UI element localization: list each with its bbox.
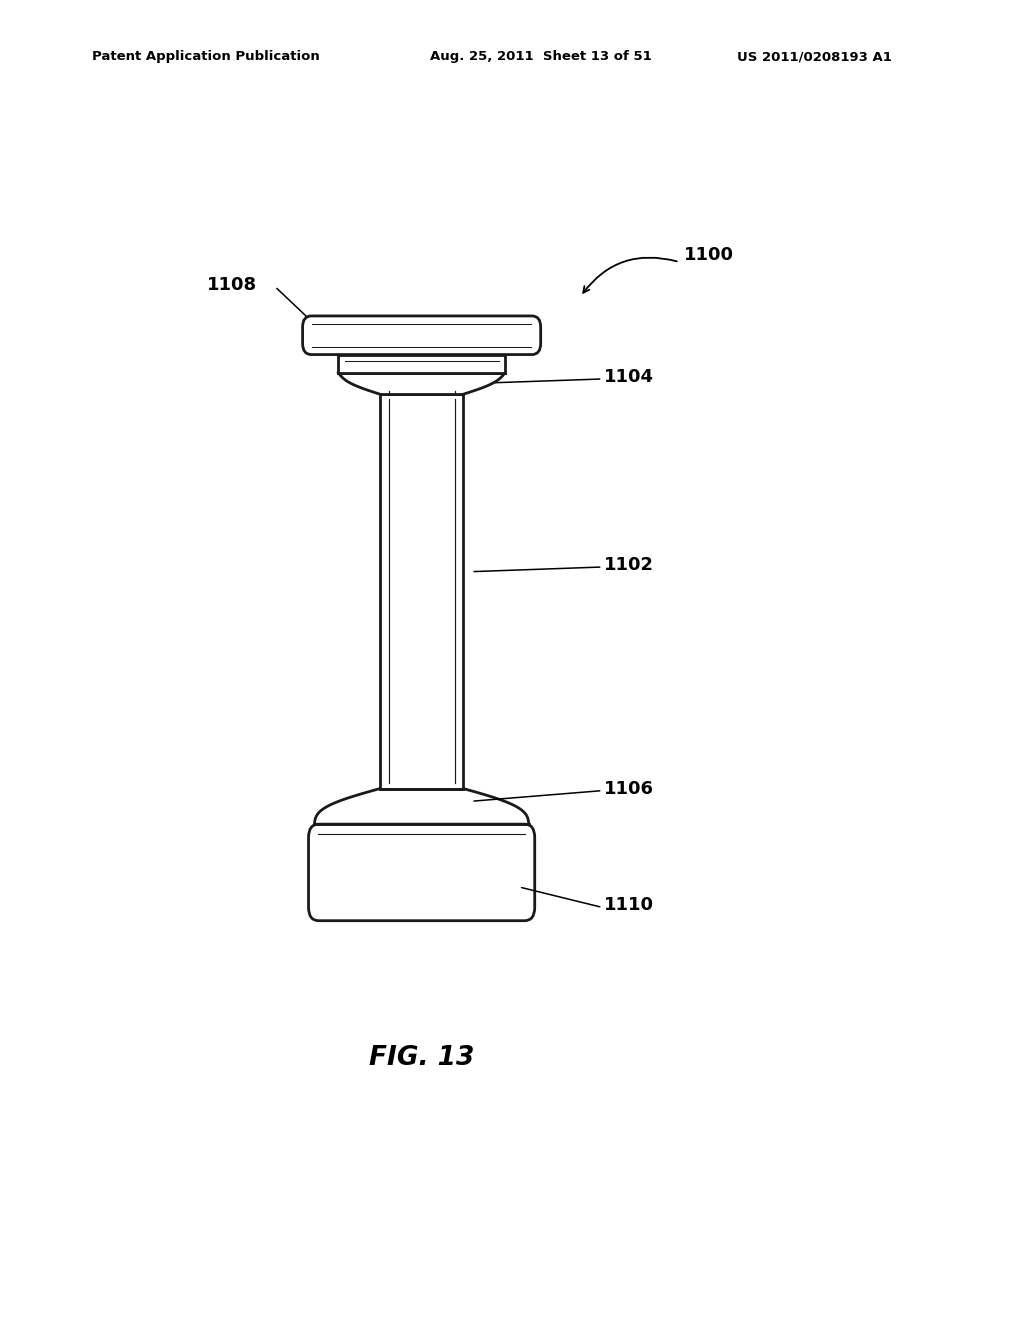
Bar — [338, 355, 505, 372]
PathPatch shape — [338, 372, 505, 395]
FancyBboxPatch shape — [308, 824, 535, 921]
Text: FIG. 13: FIG. 13 — [369, 1045, 474, 1071]
Text: 1106: 1106 — [604, 780, 654, 797]
PathPatch shape — [314, 788, 528, 824]
Bar — [380, 395, 463, 788]
Text: US 2011/0208193 A1: US 2011/0208193 A1 — [737, 50, 892, 63]
Text: Patent Application Publication: Patent Application Publication — [92, 50, 319, 63]
Text: 1110: 1110 — [604, 896, 654, 915]
FancyBboxPatch shape — [303, 315, 541, 355]
Text: 1102: 1102 — [604, 556, 654, 574]
Text: 1108: 1108 — [207, 276, 257, 294]
FancyArrowPatch shape — [584, 257, 677, 293]
Text: 1104: 1104 — [604, 368, 654, 385]
Text: 1100: 1100 — [684, 246, 733, 264]
Text: Aug. 25, 2011  Sheet 13 of 51: Aug. 25, 2011 Sheet 13 of 51 — [430, 50, 652, 63]
